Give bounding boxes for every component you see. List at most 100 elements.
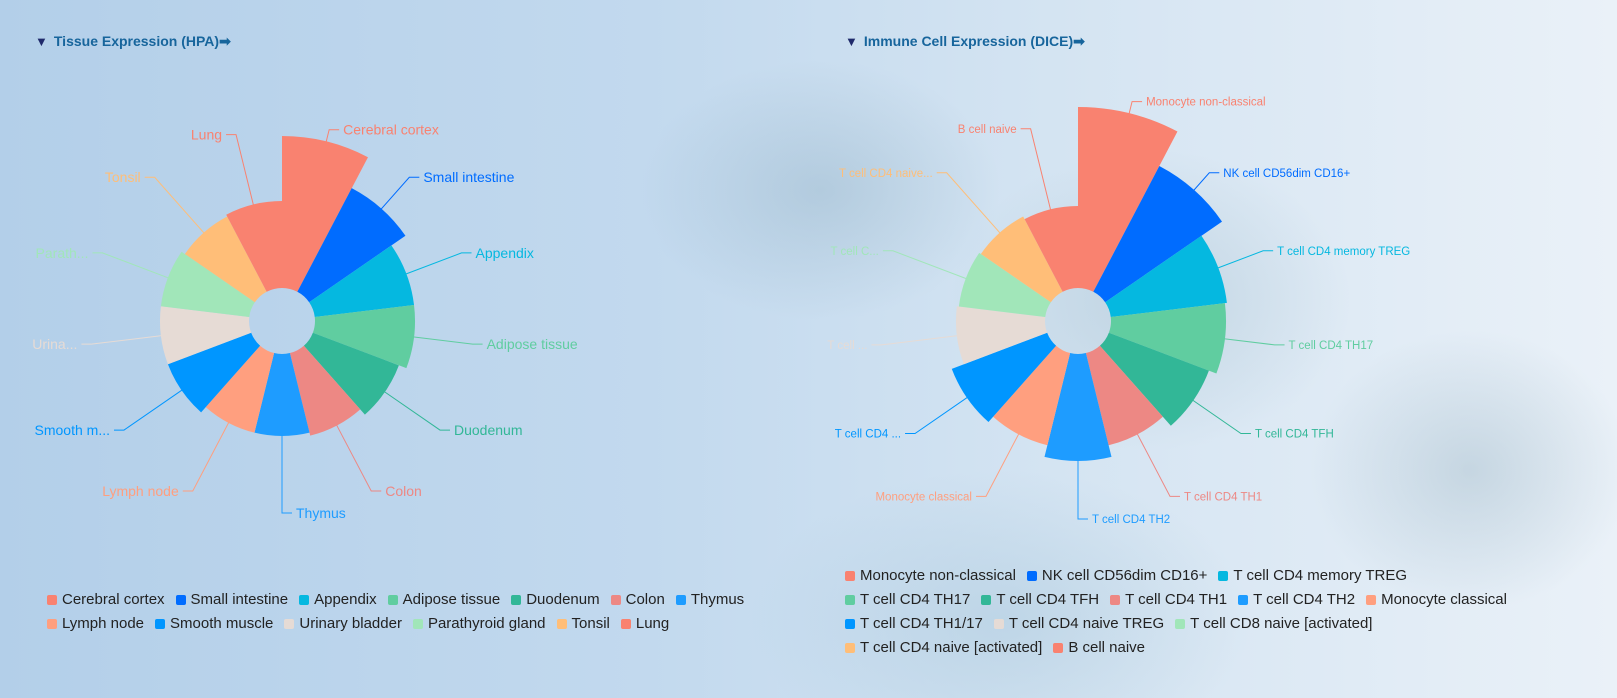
rose-slice-t-cell-cd8-naive-activated-[interactable] bbox=[958, 252, 1051, 318]
label-leader-line bbox=[1077, 457, 1088, 520]
legend-label: Tonsil bbox=[571, 615, 610, 632]
legend-item[interactable]: T cell CD4 TH1/17 bbox=[845, 612, 983, 636]
rose-slice-t-cell-cd4-tfh[interactable] bbox=[1099, 332, 1209, 426]
arrow-right-icon[interactable]: ➡ bbox=[219, 33, 231, 49]
legend-swatch-icon bbox=[1175, 619, 1186, 629]
rose-slice-b-cell-naive[interactable] bbox=[1024, 206, 1078, 292]
legend-item[interactable]: Monocyte classical bbox=[1366, 588, 1507, 612]
rose-slice-nk-cell-cd56dim-cd16-[interactable] bbox=[1093, 166, 1223, 303]
legend-item[interactable]: NK cell CD56dim CD16+ bbox=[1026, 564, 1207, 588]
legend-item[interactable]: T cell CD4 TH1 bbox=[1110, 588, 1227, 612]
legend-item[interactable]: T cell CD8 naive [activated] bbox=[1175, 612, 1372, 636]
legend-swatch-icon bbox=[556, 619, 567, 629]
rose-slice-t-cell-cd4-naive-activated-[interactable] bbox=[980, 216, 1063, 303]
legend-item[interactable]: Thymus bbox=[675, 588, 744, 612]
slice-label: B cell naive bbox=[958, 124, 1017, 136]
legend-swatch-icon bbox=[981, 595, 992, 605]
rose-slice-t-cell-cd4-th17[interactable] bbox=[1108, 303, 1226, 374]
rose-slice-monocyte-classical[interactable] bbox=[993, 345, 1071, 446]
slice-label: Appendix bbox=[476, 245, 534, 261]
legend-label: Lung bbox=[635, 615, 670, 632]
slice-label: Smooth m... bbox=[35, 422, 110, 438]
rose-slice-thymus[interactable] bbox=[254, 353, 310, 436]
arrow-right-icon[interactable]: ➡ bbox=[1073, 33, 1085, 49]
legend-item[interactable]: B cell naive bbox=[1053, 636, 1145, 660]
label-leader-line bbox=[144, 176, 207, 237]
rose-slice-t-cell-cd4-naive-treg[interactable] bbox=[956, 306, 1048, 365]
rose-slice-monocyte-non-classical[interactable] bbox=[1078, 107, 1178, 292]
legend-item[interactable]: Urinary bladder bbox=[284, 612, 402, 636]
rose-slice-t-cell-cd4-th1[interactable] bbox=[1085, 345, 1163, 446]
legend-item[interactable]: Monocyte non-classical bbox=[845, 564, 1016, 588]
label-leader-line bbox=[1220, 337, 1285, 346]
legend-swatch-icon bbox=[1110, 595, 1121, 605]
label-leader-line bbox=[92, 252, 172, 280]
slice-label: Thymus bbox=[296, 505, 346, 521]
legend-swatch-icon bbox=[1366, 595, 1377, 605]
label-leader-line bbox=[402, 252, 472, 276]
label-leader-line bbox=[905, 395, 971, 434]
tissue-expression-title[interactable]: ▼ Tissue Expression (HPA)➡ bbox=[35, 33, 231, 50]
rose-slice-parathyroid-gland[interactable] bbox=[160, 251, 255, 318]
rose-slice-colon[interactable] bbox=[289, 345, 361, 436]
legend-item[interactable]: Lung bbox=[620, 612, 670, 636]
rose-slice-adipose-tissue[interactable] bbox=[312, 304, 415, 369]
legend-item[interactable]: T cell CD4 TH2 bbox=[1238, 588, 1355, 612]
legend-item[interactable]: Appendix bbox=[299, 588, 377, 612]
legend-label: Monocyte non-classical bbox=[860, 567, 1016, 584]
legend-label: T cell CD4 TH1/17 bbox=[860, 615, 983, 632]
collapse-triangle-icon[interactable]: ▼ bbox=[35, 34, 48, 49]
legend-item[interactable]: Parathyroid gland bbox=[412, 612, 546, 636]
slice-label: Adipose tissue bbox=[487, 336, 578, 352]
legend-item[interactable]: T cell CD4 naive [activated] bbox=[845, 636, 1042, 660]
rose-slice-small-intestine[interactable] bbox=[297, 188, 406, 303]
slice-label: Cerebral cortex bbox=[343, 122, 439, 138]
rose-slice-duodenum[interactable] bbox=[303, 332, 399, 415]
legend-item[interactable]: T cell CD4 TFH bbox=[981, 588, 1099, 612]
rose-slice-cerebral-cortex[interactable] bbox=[282, 136, 368, 292]
legend-label: Parathyroid gland bbox=[427, 615, 546, 632]
slice-label: Parath... bbox=[36, 245, 89, 261]
legend-item[interactable]: Smooth muscle bbox=[155, 612, 273, 636]
legend-item[interactable]: Colon bbox=[610, 588, 665, 612]
rose-slice-smooth-muscle[interactable] bbox=[167, 332, 261, 413]
legend-item[interactable]: T cell CD4 naive TREG bbox=[993, 612, 1164, 636]
legend-swatch-icon bbox=[511, 595, 522, 605]
label-leader-line bbox=[324, 129, 340, 146]
rose-slice-appendix[interactable] bbox=[309, 245, 415, 318]
legend-swatch-icon bbox=[284, 619, 295, 629]
legend-item[interactable]: T cell CD4 TH17 bbox=[845, 588, 970, 612]
rose-slice-urinary-bladder[interactable] bbox=[159, 306, 252, 365]
rose-slice-t-cell-cd4-memory-treg[interactable] bbox=[1105, 235, 1227, 318]
slice-label: T cell C... bbox=[831, 246, 879, 258]
rose-slice-lung[interactable] bbox=[226, 201, 282, 292]
tissue-rose-chart: Cerebral cortex Small intestine Appendix Ad… bbox=[32, 122, 578, 521]
legend-label: T cell CD4 memory TREG bbox=[1233, 567, 1408, 584]
legend-item[interactable]: T cell CD4 memory TREG bbox=[1218, 564, 1407, 588]
legend-item[interactable]: Duodenum bbox=[511, 588, 600, 612]
legend-item[interactable]: Cerebral cortex bbox=[47, 588, 165, 612]
rose-slice-t-cell-cd4-th2[interactable] bbox=[1044, 353, 1112, 461]
legend-item[interactable]: Adipose tissue bbox=[387, 588, 500, 612]
legend-label: Small intestine bbox=[190, 591, 289, 608]
slice-label: NK cell CD56dim CD16+ bbox=[1223, 168, 1350, 180]
tissue-title-text: Tissue Expression (HPA) bbox=[53, 33, 220, 49]
rose-slice-tonsil[interactable] bbox=[184, 216, 267, 303]
label-leader-line bbox=[882, 250, 970, 281]
rose-slice-t-cell-cd4-th1-17[interactable] bbox=[951, 332, 1057, 423]
slice-label: Tonsil bbox=[105, 169, 141, 185]
label-leader-line bbox=[378, 176, 420, 213]
legend-label: Cerebral cortex bbox=[62, 591, 165, 608]
immune-cell-expression-title[interactable]: ▼ Immune Cell Expression (DICE)➡ bbox=[845, 33, 1085, 50]
legend-item[interactable]: Small intestine bbox=[175, 588, 289, 612]
rose-slice-lymph-node[interactable] bbox=[205, 345, 275, 433]
collapse-triangle-icon[interactable]: ▼ bbox=[845, 34, 858, 49]
tissue-legend: Cerebral cortex Small intestine Appendix Ad… bbox=[47, 588, 767, 636]
label-leader-line bbox=[334, 421, 382, 492]
label-leader-line bbox=[226, 134, 255, 209]
legend-item[interactable]: Lymph node bbox=[47, 612, 144, 636]
legend-item[interactable]: Tonsil bbox=[556, 612, 610, 636]
label-leader-line bbox=[1127, 101, 1143, 118]
label-leader-line bbox=[1020, 128, 1052, 214]
